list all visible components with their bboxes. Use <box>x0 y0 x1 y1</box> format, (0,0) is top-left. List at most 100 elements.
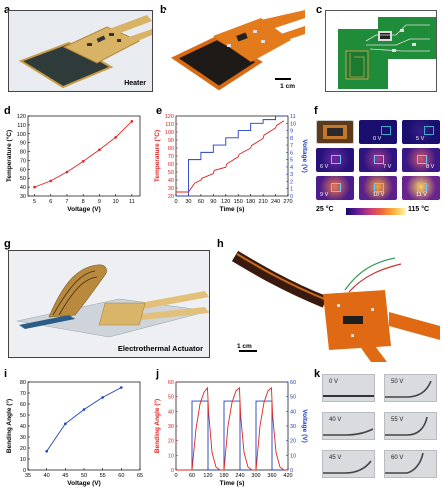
bend-frame-55v: 55 V <box>384 412 437 440</box>
scale-bar-h <box>239 350 257 352</box>
x-tick-label: 6 <box>49 199 52 205</box>
x-tick-label: 55 <box>100 473 106 479</box>
y-tick-label: 30 <box>168 424 174 430</box>
x-tick-label: 30 <box>185 199 191 205</box>
plot-frame <box>175 381 289 471</box>
plot-frame <box>175 115 289 197</box>
y-tick-label: 0 <box>171 468 174 474</box>
bend-frame-45v: 45 V <box>322 450 375 478</box>
heater-flexible-photo: 1 cm <box>165 10 305 92</box>
actuator-drawing <box>16 264 210 338</box>
heater-photo: Heater <box>8 10 153 92</box>
y2-tick-label: 0 <box>290 194 293 200</box>
series-line-voltage <box>176 400 288 471</box>
y2-tick-label: 0 <box>290 468 293 474</box>
y2-axis-label: Voltage (V) <box>301 409 308 442</box>
thermal-frame-11v: 11 V <box>402 176 440 200</box>
data-point-bending-angle <box>64 422 67 426</box>
x-tick-label: 40 <box>44 473 50 479</box>
heater-illustration <box>18 15 152 89</box>
circuit-layout-drawing <box>338 17 436 89</box>
y2-axis-label: Voltage (V) <box>301 139 308 172</box>
x-tick-label: 65 <box>137 473 143 479</box>
panel-label-c: c <box>316 4 323 16</box>
bend-frame-0v: 0 V <box>322 374 375 402</box>
data-point-temperature <box>81 160 85 163</box>
series-line-voltage <box>176 115 284 197</box>
x-tick-label: 7 <box>65 199 68 205</box>
x-tick-label: 360 <box>267 473 276 479</box>
colorbar-max-label: 115 °C <box>408 206 430 213</box>
data-point-temperature <box>130 120 134 123</box>
y2-tick-label: 60 <box>290 380 296 386</box>
panel-label-h: h <box>217 238 224 250</box>
x-tick-label: 270 <box>283 199 292 205</box>
actuator-photo: 1 cm <box>225 250 440 362</box>
x-tick-label: 120 <box>203 473 212 479</box>
chart-j-bending-angle-voltage-vs-time: 0 60 120 180 240 300 360 4200102030405060010203… <box>153 380 308 487</box>
chart-d-temperature-vs-voltage: 5 6 7 8 9 10 11 30 40 50 60 70 80 90 100 110 120 Voltage … <box>5 114 141 213</box>
scale-bar-b <box>275 78 291 80</box>
x-tick-label: 5 <box>33 199 36 205</box>
x-axis-label: Voltage (V) <box>67 206 100 213</box>
panel-label-e: e <box>156 105 163 117</box>
x-tick-label: 0 <box>174 199 177 205</box>
panel-label-g: g <box>4 238 11 250</box>
panel-label-a: a <box>4 4 10 16</box>
thermal-frame-0v: 0 V <box>359 120 397 144</box>
x-tick-label: 420 <box>283 473 292 479</box>
y-tick-label: 120 <box>17 114 26 120</box>
y-tick-label: 50 <box>20 176 26 182</box>
panel-label-k: k <box>314 368 321 380</box>
x-tick-label: 300 <box>251 473 260 479</box>
actuator-caption: Electrothermal Actuator <box>117 344 203 353</box>
y2-tick-label: 2 <box>290 179 293 185</box>
y-axis-label: Bending Angle (°) <box>5 399 13 453</box>
y-tick-label: 70 <box>20 158 26 164</box>
thermal-frame-7v: 7 V <box>359 148 397 172</box>
y-tick-label: 100 <box>165 130 174 136</box>
y-tick-label: 40 <box>168 178 174 184</box>
y2-tick-label: 4 <box>290 165 293 171</box>
series-line-bending-angle <box>176 386 288 471</box>
y2-tick-label: 1 <box>290 187 293 193</box>
y-tick-label: 70 <box>168 154 174 160</box>
x-tick-label: 240 <box>271 199 280 205</box>
y-tick-label: 40 <box>168 409 174 415</box>
x-tick-label: 50 <box>81 473 87 479</box>
x-tick-label: 45 <box>62 473 68 479</box>
y2-tick-label: 11 <box>290 114 296 120</box>
x-tick-label: 150 <box>234 199 243 205</box>
y-tick-label: 90 <box>168 138 174 144</box>
thermal-frame-9v: 9 V <box>316 176 354 200</box>
y-tick-label: 30 <box>168 186 174 192</box>
y-tick-label: 50 <box>168 170 174 176</box>
data-point-temperature <box>65 170 69 174</box>
x-axis-label: Voltage (V) <box>67 480 100 487</box>
y-tick-label: 30 <box>20 194 26 200</box>
panel-label-d: d <box>4 105 11 117</box>
panel-label-i: i <box>4 368 8 380</box>
y-tick-label: 60 <box>168 162 174 168</box>
x-tick-label: 60 <box>189 473 195 479</box>
y-tick-label: 10 <box>168 453 174 459</box>
bend-frame-50v: 50 V <box>384 374 437 402</box>
y-tick-label: 60 <box>20 167 26 173</box>
actuator-illustration: Electrothermal Actuator <box>8 250 210 358</box>
thermal-frame-6v: 6 V <box>316 148 354 172</box>
chart-e-temperature-voltage-vs-time: 0 30 60 90 120 150 180 210 240 270203040506070809… <box>153 114 308 213</box>
y-tick-label: 10 <box>20 457 26 463</box>
y-tick-label: 40 <box>20 424 26 430</box>
x-tick-label: 11 <box>129 199 135 205</box>
y-tick-label: 50 <box>20 413 26 419</box>
x-tick-label: 180 <box>219 473 228 479</box>
data-point-bending-angle <box>82 408 86 411</box>
bend-frame-40v: 40 V <box>322 412 375 440</box>
thermal-frame-10v: 10 V <box>359 176 397 200</box>
panel-label-j: j <box>156 368 160 380</box>
y-tick-label: 100 <box>17 132 26 138</box>
y-axis-label: Bending Angle (°) <box>153 399 161 453</box>
y-tick-label: 80 <box>20 380 26 386</box>
series-line-temperature <box>176 120 285 193</box>
y-tick-label: 20 <box>168 194 174 200</box>
